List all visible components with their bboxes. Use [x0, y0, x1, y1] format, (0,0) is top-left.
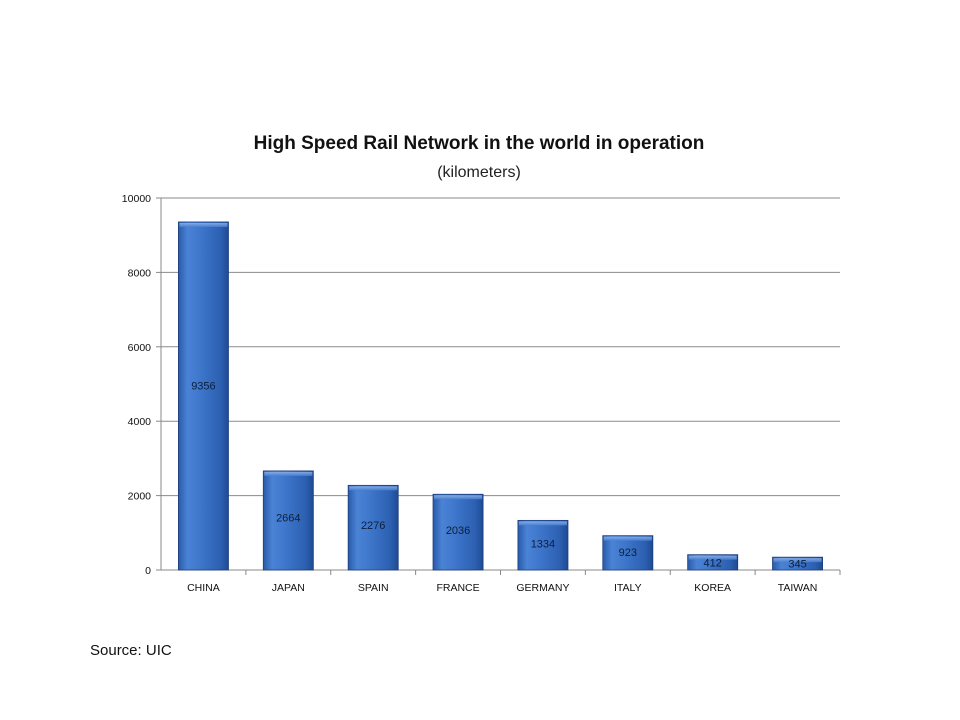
bars: 9356 2664 2276 2036 1334 923 412 345	[177, 221, 824, 571]
bar-bevel	[434, 495, 483, 500]
y-tick-label: 4000	[128, 416, 152, 428]
bar-bevel	[518, 521, 567, 526]
data-label: 1334	[531, 539, 555, 551]
bar-bevel	[349, 486, 398, 491]
chart-subtitle: (kilometers)	[437, 164, 521, 181]
y-tick-label: 6000	[128, 342, 152, 354]
x-tick-label: TAIWAN	[778, 582, 818, 594]
x-tick-label: SPAIN	[358, 582, 389, 594]
x-tick-label: KOREA	[694, 582, 731, 594]
bar	[177, 221, 229, 571]
bar-bevel	[264, 471, 313, 476]
bar-france: 2036	[432, 493, 484, 571]
y-tick-label: 0	[145, 565, 151, 577]
data-label: 2664	[276, 512, 300, 524]
bar-germany: 1334	[517, 519, 569, 571]
bar-japan: 2664	[262, 470, 314, 571]
gridlines	[161, 197, 840, 497]
bar-bevel	[688, 555, 737, 560]
data-label: 412	[704, 557, 722, 569]
bar-bevel	[179, 222, 228, 227]
bar	[262, 470, 314, 571]
y-axis-ticks: 0 2000 4000 6000 8000 10000	[122, 193, 161, 577]
chart-title: High Speed Rail Network in the world in …	[254, 133, 705, 154]
data-label: 9356	[191, 381, 215, 393]
bar-bevel	[603, 536, 652, 541]
bar	[347, 484, 399, 571]
data-label: 2276	[361, 520, 385, 532]
data-label: 2036	[446, 525, 470, 537]
bar-taiwan: 345	[772, 556, 824, 571]
bar	[432, 493, 484, 571]
bar-spain: 2276	[347, 484, 399, 571]
x-tick-label: CHINA	[187, 582, 220, 594]
bar	[602, 535, 654, 571]
y-tick-label: 10000	[122, 193, 151, 205]
y-tick-label: 2000	[128, 491, 152, 503]
bar-bevel	[773, 558, 822, 563]
source-note: Source: UIC	[90, 642, 172, 659]
x-tick-label: ITALY	[614, 582, 642, 594]
bar-korea: 412	[687, 554, 739, 571]
data-label: 923	[619, 547, 637, 559]
x-axis-categories: CHINA JAPAN SPAIN FRANCE GERMANY ITALY KOREA TA…	[187, 570, 841, 594]
x-tick-label: GERMANY	[516, 582, 569, 594]
bar	[517, 519, 569, 571]
y-tick-label: 8000	[128, 267, 152, 279]
x-tick-label: FRANCE	[436, 582, 479, 594]
bar-china: 9356	[177, 221, 229, 571]
data-label: 345	[788, 559, 806, 571]
x-tick-label: JAPAN	[272, 582, 305, 594]
bar-italy: 923	[602, 535, 654, 571]
